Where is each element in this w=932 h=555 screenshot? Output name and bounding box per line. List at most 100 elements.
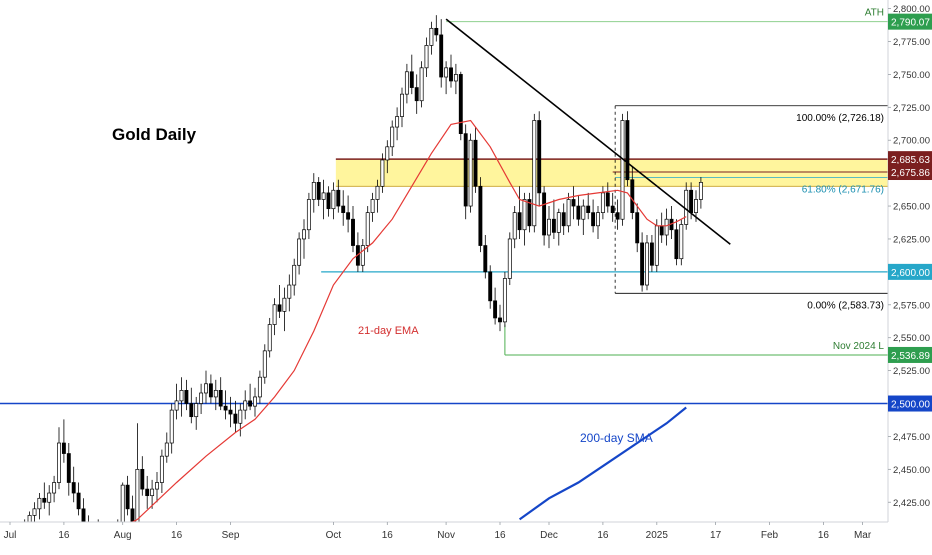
candle-body <box>351 218 355 246</box>
candle-body <box>228 409 233 415</box>
candle-body <box>238 409 243 424</box>
ath-price-tag: 2,790.07 <box>891 18 930 29</box>
candle-body <box>566 199 571 227</box>
candle-body <box>635 212 640 244</box>
candle-body <box>208 383 213 398</box>
zone-bottom-price-tag: 2,675.86 <box>891 168 930 179</box>
candle-body <box>346 212 351 220</box>
ath-price-tag-bg <box>888 13 932 30</box>
resistance-zone <box>335 159 889 187</box>
x-tick-label: Aug <box>114 530 132 541</box>
candle-body <box>404 71 409 95</box>
candle-body <box>150 488 155 497</box>
candle-body <box>640 242 645 286</box>
candle-body <box>630 179 635 213</box>
y-tick-label: 2,450.00 <box>893 465 930 476</box>
candle-body <box>316 182 321 200</box>
ema-label: 21-day EMA <box>358 325 419 337</box>
candle-body <box>253 396 257 407</box>
candle-body <box>591 212 596 227</box>
candle-body <box>429 27 434 46</box>
sma-label: 200-day SMA <box>580 431 653 445</box>
candle-body <box>537 120 542 194</box>
candle-body <box>498 317 502 323</box>
x-tick-label: Jul <box>4 530 17 541</box>
time-axis <box>0 522 932 550</box>
support-price-tag: 2,600.00 <box>891 268 930 279</box>
candle-body <box>380 159 385 187</box>
candle-body <box>287 284 292 299</box>
candle-body <box>395 116 400 128</box>
candle-body <box>610 205 615 213</box>
candle-body <box>527 199 532 227</box>
candle-body <box>694 199 698 213</box>
candle-body <box>439 34 444 78</box>
y-tick-label: 2,725.00 <box>893 103 930 114</box>
candle-body <box>179 390 184 402</box>
candle-body <box>664 218 669 236</box>
fib-0-label: 0.00% (2,583.73) <box>807 300 884 311</box>
x-tick-label: Oct <box>326 530 342 541</box>
candle-body <box>326 192 331 210</box>
candle-body <box>551 218 556 233</box>
candle-body <box>248 400 253 407</box>
candle-body <box>605 192 610 207</box>
candle-body <box>375 185 380 200</box>
y-tick-label: 2,550.00 <box>893 333 930 344</box>
support-price-tag-bg <box>888 263 932 280</box>
candle-body <box>272 304 277 325</box>
chart-title: Gold Daily <box>112 125 197 144</box>
candle-body <box>277 304 282 312</box>
candle-body <box>483 245 488 273</box>
candle-body <box>409 71 414 88</box>
candle-body <box>571 199 576 207</box>
candle-body <box>365 212 370 246</box>
ath-label: ATH <box>865 8 884 19</box>
candle-body <box>581 205 586 220</box>
candle-body <box>620 120 625 220</box>
candle-body <box>542 192 547 236</box>
candle-body <box>140 468 145 490</box>
x-tick-label: 2025 <box>646 530 669 541</box>
x-tick-label: 16 <box>597 530 609 541</box>
x-tick-label: 16 <box>171 530 183 541</box>
candle-body <box>130 508 135 523</box>
candle-body <box>159 455 164 483</box>
candle-body <box>488 271 493 302</box>
candle-body <box>512 212 517 240</box>
x-tick-label: 16 <box>58 530 70 541</box>
candle-body <box>654 225 659 266</box>
candle-body <box>424 45 429 69</box>
zone-bottom-price-tag-bg <box>888 164 932 181</box>
candle-body <box>71 482 76 494</box>
candle-body <box>213 390 218 398</box>
candle-body <box>282 297 287 312</box>
candle-body <box>243 400 248 411</box>
x-tick-label: Feb <box>761 530 779 541</box>
candle-body <box>47 492 52 503</box>
candle-body <box>517 212 522 231</box>
y-tick-label: 2,625.00 <box>893 234 930 245</box>
candle-body <box>507 238 512 279</box>
x-tick-label: 16 <box>382 530 394 541</box>
candle-body <box>204 383 208 394</box>
level-2500-price-tag: 2,500.00 <box>891 400 930 411</box>
candle-body <box>218 390 223 407</box>
candle-body <box>400 93 404 117</box>
candle-body <box>336 189 341 207</box>
candle-body <box>473 139 478 187</box>
sma200-line <box>518 406 687 521</box>
candle-body <box>52 482 57 494</box>
candle-body <box>37 497 42 510</box>
nov-low-label: Nov 2024 L <box>833 341 885 352</box>
level-2500-price-tag-bg <box>888 395 932 412</box>
candle-body <box>532 120 537 227</box>
candle-body <box>155 482 159 490</box>
candle-body <box>57 442 61 483</box>
x-tick-label: Sep <box>222 530 240 541</box>
candle-body <box>145 488 150 497</box>
candle-body <box>184 390 189 404</box>
y-tick-label: 2,700.00 <box>893 136 930 147</box>
y-tick-label: 2,650.00 <box>893 202 930 213</box>
